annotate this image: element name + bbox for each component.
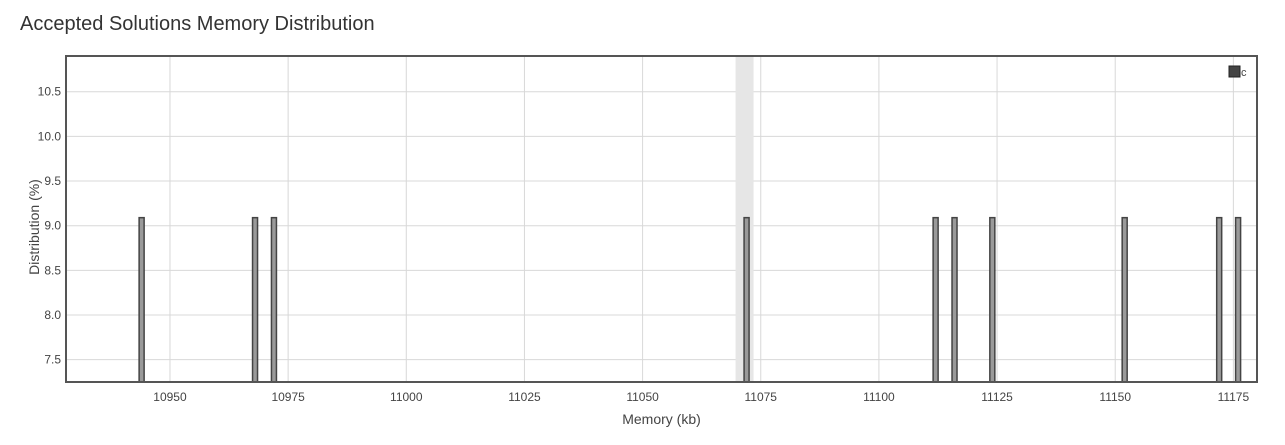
y-tick-label: 10.0 (38, 129, 62, 143)
bar-c-11124[interactable] (989, 216, 996, 383)
x-tick-label: 11075 (745, 390, 778, 404)
bar-c-11152[interactable] (1121, 216, 1128, 383)
legend[interactable]: c (1228, 65, 1247, 79)
x-tick-label: 11125 (981, 390, 1013, 404)
y-axis-label: Distribution (%) (26, 179, 42, 275)
bar-c-11112[interactable] (932, 216, 939, 383)
bars (138, 216, 1242, 383)
legend-swatch[interactable] (1228, 65, 1241, 78)
plot-frame (65, 55, 1258, 383)
y-tick-label: 10.5 (38, 85, 62, 99)
x-tick-label: 11100 (863, 390, 895, 404)
y-tick-label: 8.5 (44, 263, 61, 277)
x-axis-label: Memory (kb) (622, 411, 701, 427)
y-tick-label: 9.5 (44, 174, 61, 188)
chart-title: Accepted Solutions Memory Distribution (20, 13, 375, 35)
x-ticks: 10950 10975 11000 11025 11050 11075 11100 11125… (153, 390, 1249, 404)
x-tick-label: 11025 (508, 390, 541, 404)
grid (66, 56, 1257, 382)
x-tick-label: 11050 (626, 390, 659, 404)
bar-c-11072[interactable] (743, 216, 750, 383)
x-tick-label: 10950 (153, 390, 187, 404)
x-tick-label: 11150 (1099, 390, 1131, 404)
bar-c-10968[interactable] (251, 216, 259, 383)
x-tick-label: 11000 (390, 390, 423, 404)
x-tick-label: 10975 (271, 390, 305, 404)
x-tick-label: 11175 (1218, 390, 1250, 404)
bar-c-11176[interactable] (1234, 216, 1242, 383)
bar-c-11172[interactable] (1215, 216, 1223, 383)
y-tick-label: 8.0 (44, 308, 61, 322)
bar-c-10944[interactable] (138, 216, 145, 383)
legend-label[interactable]: c (1241, 67, 1247, 79)
y-ticks: 7.5 8.0 8.5 9.0 9.5 10.0 10.5 (38, 85, 62, 367)
bar-c-11116[interactable] (951, 216, 958, 383)
bar-c-10972[interactable] (270, 216, 278, 383)
y-tick-label: 9.0 (44, 219, 61, 233)
y-tick-label: 7.5 (44, 353, 61, 367)
